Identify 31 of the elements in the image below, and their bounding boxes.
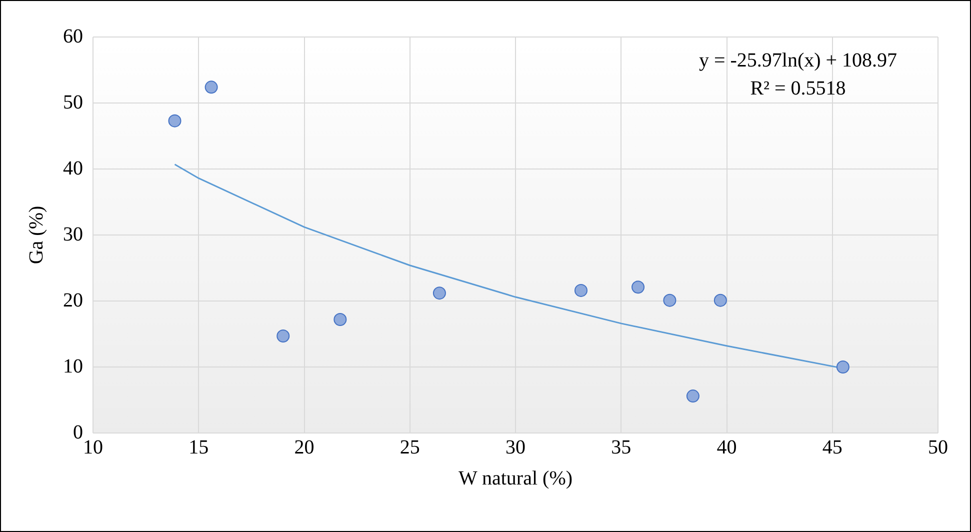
point bbox=[168, 114, 182, 128]
x-tick-label: 10 bbox=[83, 436, 103, 458]
x-tick-label: 40 bbox=[716, 436, 737, 458]
x-tick-label: 30 bbox=[506, 436, 526, 458]
point bbox=[334, 312, 347, 326]
x-tick-label: 25 bbox=[400, 436, 420, 458]
y-tick-label: 50 bbox=[63, 91, 83, 114]
y-tick-label: 60 bbox=[63, 25, 83, 48]
x-axis-title: W natural (%) bbox=[458, 467, 573, 490]
point bbox=[276, 329, 290, 342]
point bbox=[714, 294, 727, 307]
point bbox=[632, 280, 645, 294]
y-tick-label: 20 bbox=[63, 289, 83, 312]
x-tick-label: 45 bbox=[822, 436, 842, 458]
x-tick-label: 15 bbox=[188, 436, 209, 458]
y-tick-label: 30 bbox=[63, 223, 83, 246]
point bbox=[836, 360, 850, 374]
x-tick-label: 35 bbox=[611, 436, 632, 458]
y-tick-label: 0 bbox=[73, 421, 83, 444]
point bbox=[663, 294, 676, 307]
point bbox=[432, 286, 446, 300]
annotation: y = -25.97ln(x) + 108.97 bbox=[698, 49, 898, 72]
y-axis-title: Ga (%) bbox=[25, 206, 48, 264]
y-tick-label: 10 bbox=[63, 355, 83, 378]
x-tick-label: 20 bbox=[294, 436, 314, 458]
x-tick-label: 50 bbox=[928, 436, 948, 458]
annotation: R² = 0.5518 bbox=[750, 77, 846, 100]
point bbox=[574, 284, 588, 297]
y-tick-label: 40 bbox=[63, 157, 83, 180]
point bbox=[204, 80, 218, 94]
point bbox=[686, 390, 700, 403]
